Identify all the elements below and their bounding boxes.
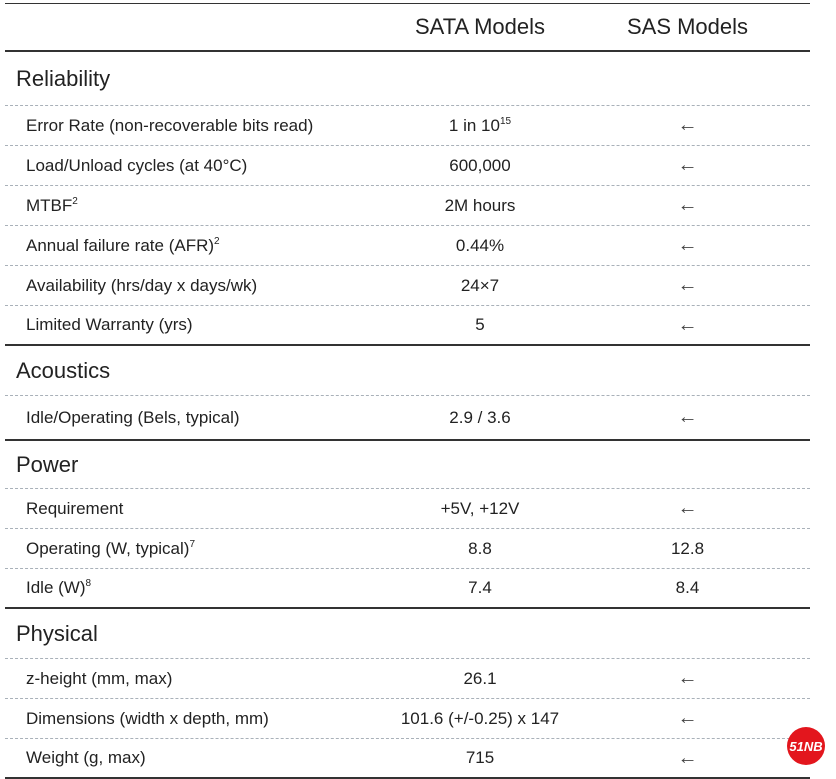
table-row: z-height (mm, max) 26.1 ← bbox=[5, 659, 810, 699]
sata-text: 101.6 (+/-0.25) x 147 bbox=[400, 708, 560, 728]
sata-text: 0.44% bbox=[455, 235, 505, 255]
label-text: Dimensions (width x depth, mm) bbox=[26, 708, 269, 728]
same-as-sata-arrow-icon: ← bbox=[677, 707, 698, 729]
label-text: MTBF bbox=[26, 195, 73, 215]
table-row: Availability (hrs/day x days/wk) 24×7 ← bbox=[5, 266, 810, 306]
footnote-ref: 7 bbox=[189, 538, 196, 550]
sas-value: 12.8 bbox=[670, 538, 705, 558]
section-heading: Power bbox=[5, 441, 810, 489]
sata-text: 5 bbox=[475, 315, 485, 334]
same-as-sata-arrow-icon: ← bbox=[677, 234, 698, 256]
sata-text: 600,000 bbox=[449, 155, 511, 175]
sata-text: 7.4 bbox=[468, 578, 492, 597]
same-as-sata-arrow-icon: ← bbox=[677, 194, 698, 216]
table-row: Annual failure rate (AFR)2 0.44% ← bbox=[5, 226, 810, 266]
label-text: Idle (W) bbox=[26, 578, 86, 597]
sata-text: +5V, +12V bbox=[440, 498, 520, 518]
row-label: MTBF2 bbox=[5, 196, 395, 216]
table-row: Idle/Operating (Bels, typical) 2.9 / 3.6… bbox=[5, 396, 810, 441]
sata-exponent: 15 bbox=[499, 115, 512, 127]
same-as-sata-arrow-icon: ← bbox=[677, 274, 698, 296]
label-text: Operating (W, typical) bbox=[26, 538, 190, 558]
row-label: Idle/Operating (Bels, typical) bbox=[5, 408, 395, 428]
sata-value: 7.4 bbox=[395, 578, 565, 598]
sata-value: 1 in 1015 bbox=[395, 116, 565, 136]
table-header: SATA Models SAS Models bbox=[5, 4, 810, 52]
sata-text: 1 in 10 bbox=[448, 115, 500, 135]
same-as-sata-arrow-icon: ← bbox=[677, 406, 698, 428]
table-row: Weight (g, max) 715 ← bbox=[5, 739, 810, 779]
table-row: Operating (W, typical)7 8.8 12.8 bbox=[5, 529, 810, 569]
sata-value: +5V, +12V bbox=[395, 499, 565, 519]
table-body: Reliability Error Rate (non-recoverable b… bbox=[5, 52, 810, 779]
row-label: z-height (mm, max) bbox=[5, 669, 395, 689]
row-label: Requirement bbox=[5, 499, 395, 519]
watermark-logo: 51NB bbox=[787, 727, 825, 765]
table-row: Idle (W)8 7.4 8.4 bbox=[5, 569, 810, 609]
spec-table: SATA Models SAS Models Reliability Error … bbox=[5, 3, 810, 779]
section-heading: Acoustics bbox=[5, 346, 810, 396]
footnote-ref: 2 bbox=[214, 235, 220, 247]
table-row: MTBF2 2M hours ← bbox=[5, 186, 810, 226]
row-label: Operating (W, typical)7 bbox=[5, 539, 395, 559]
header-sata: SATA Models bbox=[414, 14, 545, 39]
sata-text: 24×7 bbox=[460, 275, 500, 295]
table-row: Dimensions (width x depth, mm) 101.6 (+/… bbox=[5, 699, 810, 739]
table-row: Error Rate (non-recoverable bits read) 1… bbox=[5, 106, 810, 146]
sata-value: 600,000 bbox=[395, 156, 565, 176]
row-label: Error Rate (non-recoverable bits read) bbox=[5, 116, 395, 136]
same-as-sata-arrow-icon: ← bbox=[677, 154, 698, 176]
sata-value: 26.1 bbox=[395, 669, 565, 689]
sata-value: 8.8 bbox=[395, 539, 565, 559]
sata-text: 8.8 bbox=[468, 538, 492, 558]
sata-text: 2.9 / 3.6 bbox=[449, 407, 511, 427]
same-as-sata-arrow-icon: ← bbox=[677, 114, 698, 136]
label-text: z-height (mm, max) bbox=[26, 668, 173, 688]
same-as-sata-arrow-icon: ← bbox=[677, 746, 698, 769]
label-text: Requirement bbox=[26, 498, 124, 518]
footnote-ref: 2 bbox=[72, 195, 78, 207]
sata-text: 715 bbox=[465, 748, 495, 767]
label-text: Limited Warranty (yrs) bbox=[26, 315, 193, 334]
row-label: Limited Warranty (yrs) bbox=[5, 315, 395, 335]
sata-value: 2M hours bbox=[395, 196, 565, 216]
table-row: Requirement +5V, +12V ← bbox=[5, 489, 810, 529]
sata-text: 2M hours bbox=[444, 195, 516, 215]
table-row: Load/Unload cycles (at 40°C) 600,000 ← bbox=[5, 146, 810, 186]
label-text: Load/Unload cycles (at 40°C) bbox=[26, 155, 248, 175]
footnote-ref: 8 bbox=[85, 578, 92, 589]
label-text: Idle/Operating (Bels, typical) bbox=[26, 407, 240, 427]
sata-value: 5 bbox=[395, 315, 565, 335]
row-label: Availability (hrs/day x days/wk) bbox=[5, 276, 395, 296]
same-as-sata-arrow-icon: ← bbox=[677, 497, 698, 519]
table-row: Limited Warranty (yrs) 5 ← bbox=[5, 306, 810, 346]
section-heading: Physical bbox=[5, 609, 810, 659]
row-label: Weight (g, max) bbox=[5, 748, 395, 768]
sata-text: 26.1 bbox=[463, 668, 497, 688]
label-text: Availability (hrs/day x days/wk) bbox=[26, 275, 258, 295]
row-label: Load/Unload cycles (at 40°C) bbox=[5, 156, 395, 176]
label-text: Error Rate (non-recoverable bits read) bbox=[26, 115, 314, 135]
sata-value: 715 bbox=[395, 748, 565, 768]
section-heading: Reliability bbox=[5, 52, 810, 106]
sas-value: 8.4 bbox=[675, 578, 700, 597]
sata-value: 0.44% bbox=[395, 236, 565, 256]
same-as-sata-arrow-icon: ← bbox=[677, 667, 698, 689]
sata-value: 24×7 bbox=[395, 276, 565, 296]
row-label: Idle (W)8 bbox=[5, 578, 395, 598]
row-label: Dimensions (width x depth, mm) bbox=[5, 709, 395, 729]
row-label: Annual failure rate (AFR)2 bbox=[5, 236, 395, 256]
label-text: Annual failure rate (AFR) bbox=[26, 235, 215, 255]
label-text: Weight (g, max) bbox=[26, 748, 146, 767]
same-as-sata-arrow-icon: ← bbox=[677, 313, 698, 336]
sata-value: 101.6 (+/-0.25) x 147 bbox=[395, 709, 565, 729]
header-sas: SAS Models bbox=[626, 14, 749, 39]
sata-value: 2.9 / 3.6 bbox=[395, 408, 565, 428]
